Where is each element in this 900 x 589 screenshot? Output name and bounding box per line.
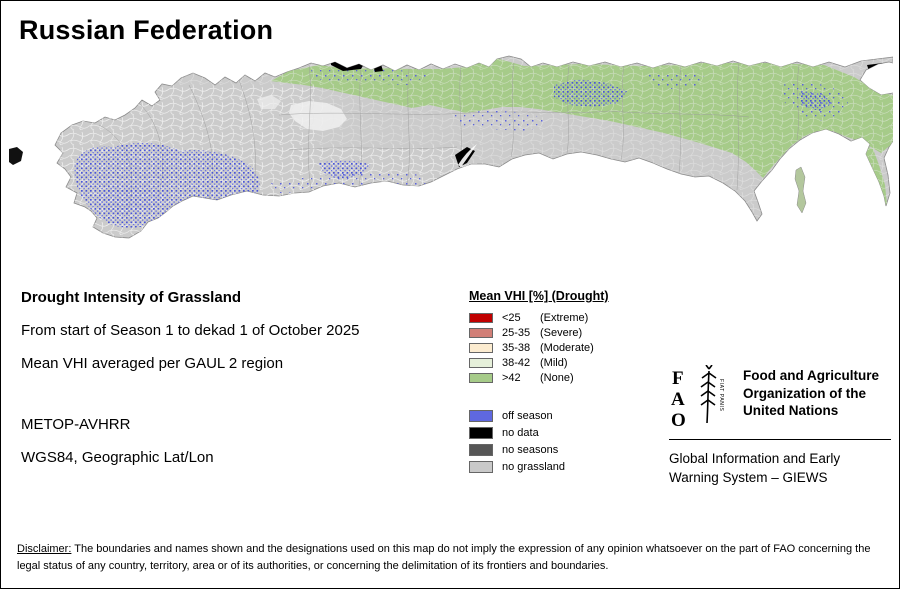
legend-label: off season: [502, 409, 553, 422]
fao-block: F A O FIAT PANIS Food an: [669, 365, 891, 488]
fao-divider: [669, 439, 891, 440]
disclaimer-label: Disclaimer:: [17, 543, 72, 555]
map-info: Drought Intensity of Grassland From star…: [21, 289, 360, 482]
legend-row-off-season: off season: [469, 407, 609, 424]
legend-swatch-off-season: [469, 409, 493, 422]
legend-row-no-seasons: no seasons: [469, 441, 609, 458]
legend-row-mild: 38-42 (Mild): [469, 355, 609, 370]
legend-title: Mean VHI [%] (Drought): [469, 289, 609, 303]
legend-row-extreme: <25 (Extreme): [469, 310, 609, 325]
legend-row-none: >42 (None): [469, 370, 609, 385]
legend-swatch-no-data: [469, 426, 493, 439]
map-sensor: METOP-AVHRR: [21, 416, 131, 433]
giews-name: Global Information and Early Warning Sys…: [669, 451, 841, 485]
sakhalin-island: [794, 166, 807, 214]
legend-label: (Extreme): [540, 311, 589, 324]
map-projection: WGS84, Geographic Lat/Lon: [21, 449, 214, 466]
kaliningrad-region: [9, 147, 23, 165]
wheat-icon: [700, 365, 717, 424]
legend-value: 38-42: [502, 356, 531, 369]
legend-value: 35-38: [502, 341, 531, 354]
legend-label: (Moderate): [540, 341, 594, 354]
legend-extra-group: off season no data no seasons no grassla…: [469, 407, 609, 475]
legend-label: (Severe): [540, 326, 583, 339]
legend-value: >42: [502, 371, 521, 384]
disclaimer: Disclaimer: The boundaries and names sho…: [17, 541, 885, 574]
legend-value: <25: [502, 311, 521, 324]
legend-row-no-data: no data: [469, 424, 609, 441]
legend-swatch-no-grassland: [469, 460, 493, 473]
legend-swatch-moderate: [469, 342, 493, 353]
map-subject: Drought Intensity of Grassland: [21, 289, 242, 306]
legend-label: (Mild): [540, 356, 568, 369]
legend-row-no-grassland: no grassland: [469, 458, 609, 475]
legend-label: (None): [540, 371, 574, 384]
fao-header: F A O FIAT PANIS Food an: [669, 365, 891, 427]
legend-value: 25-35: [502, 326, 531, 339]
legend-swatch-severe: [469, 327, 493, 338]
legend-label: no grassland: [502, 460, 565, 473]
legend: Mean VHI [%] (Drought) <25 (Extreme) 25-…: [469, 289, 609, 475]
legend-swatch-none: [469, 372, 493, 383]
svg-text:F: F: [672, 368, 684, 389]
svg-text:O: O: [671, 410, 686, 427]
legend-swatch-extreme: [469, 312, 493, 323]
map-layer-off-season: [74, 67, 849, 228]
fao-logo-icon: F A O FIAT PANIS: [671, 365, 724, 427]
legend-row-severe: 25-35 (Severe): [469, 325, 609, 340]
legend-label: no data: [502, 426, 539, 439]
map-period: From start of Season 1 to dekad 1 of Oct…: [21, 322, 360, 339]
legend-swatch-no-seasons: [469, 443, 493, 456]
info-spacer: [21, 388, 360, 416]
fao-org-name: Food and Agriculture Organization of the…: [743, 368, 879, 419]
legend-label: no seasons: [502, 443, 559, 456]
page-title: Russian Federation: [19, 15, 274, 45]
legend-row-moderate: 35-38 (Moderate): [469, 340, 609, 355]
svg-text:A: A: [671, 389, 685, 410]
map-russia: [9, 55, 893, 239]
legend-swatch-mild: [469, 357, 493, 368]
map-aggregation: Mean VHI averaged per GAUL 2 region: [21, 355, 284, 372]
disclaimer-text: The boundaries and names shown and the d…: [17, 543, 871, 572]
svg-text:FIAT PANIS: FIAT PANIS: [718, 379, 724, 411]
